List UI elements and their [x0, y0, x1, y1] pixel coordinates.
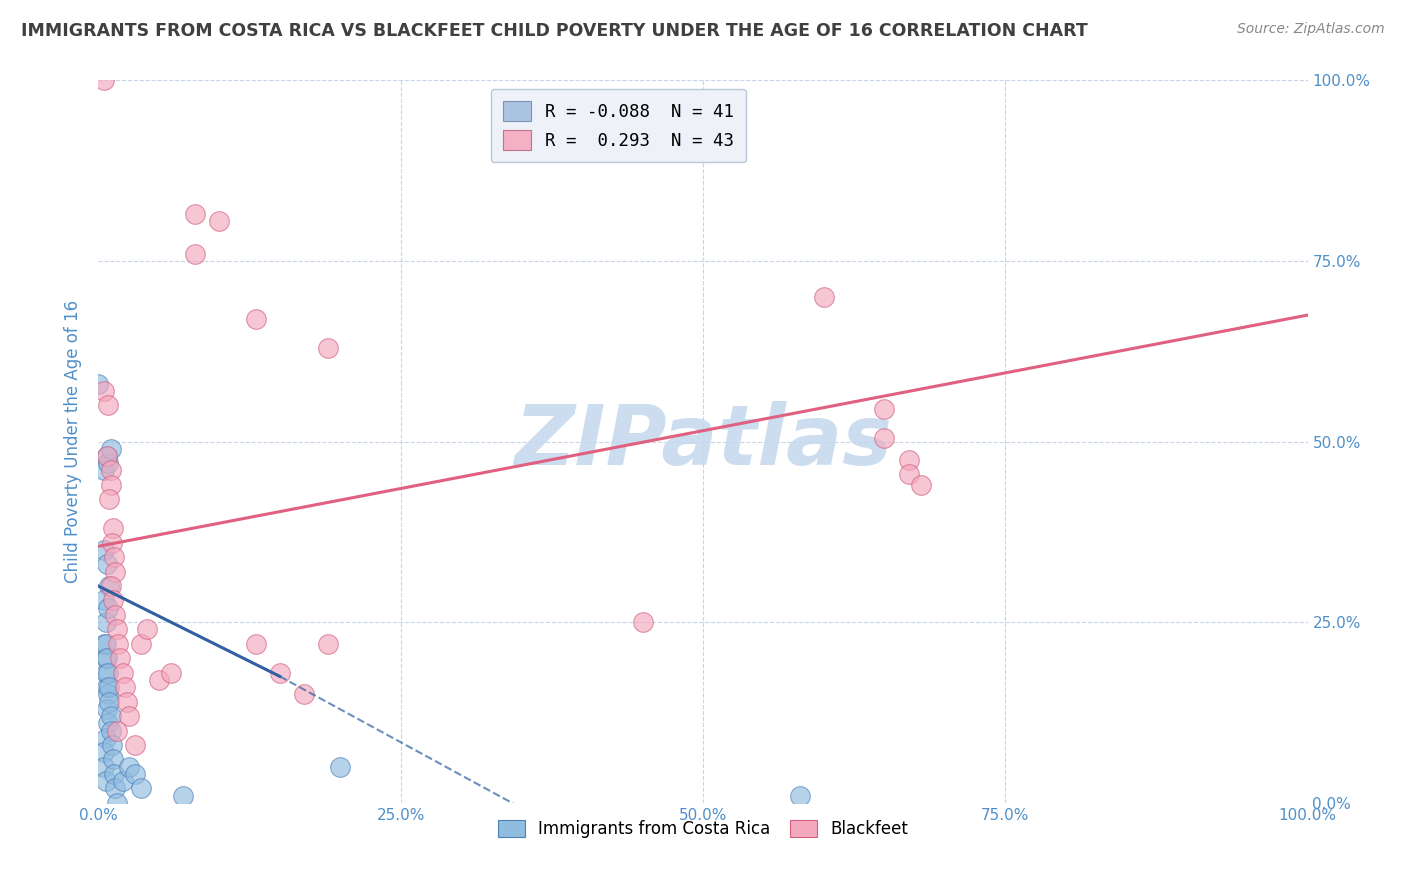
Point — [93, 73, 115, 87]
Point — [108, 651, 131, 665]
Point — [114, 680, 136, 694]
Point — [148, 673, 170, 687]
Point — [897, 452, 920, 467]
Point — [118, 760, 141, 774]
Point — [93, 745, 115, 759]
Point — [98, 492, 121, 507]
Point — [631, 615, 654, 630]
Point — [789, 789, 811, 803]
Point — [316, 341, 339, 355]
Point — [105, 623, 128, 637]
Point — [97, 665, 120, 680]
Point — [100, 579, 122, 593]
Point — [897, 467, 920, 481]
Point — [184, 207, 207, 221]
Point — [100, 535, 122, 549]
Point — [96, 680, 118, 694]
Point — [100, 709, 122, 723]
Point — [97, 716, 120, 731]
Point — [97, 687, 120, 701]
Point — [103, 550, 125, 565]
Point — [292, 687, 315, 701]
Point — [172, 789, 194, 803]
Point — [329, 760, 352, 774]
Point — [111, 665, 134, 680]
Point — [98, 680, 121, 694]
Point — [93, 463, 115, 477]
Point — [101, 593, 124, 607]
Point — [269, 665, 291, 680]
Point — [107, 637, 129, 651]
Point — [93, 542, 115, 557]
Y-axis label: Child Poverty Under the Age of 16: Child Poverty Under the Age of 16 — [65, 300, 83, 583]
Point — [94, 774, 117, 789]
Point — [129, 637, 152, 651]
Point — [93, 384, 115, 398]
Point — [910, 478, 932, 492]
Point — [97, 398, 120, 412]
Point — [94, 615, 117, 630]
Point — [208, 214, 231, 228]
Point — [100, 463, 122, 477]
Point — [97, 600, 120, 615]
Legend: Immigrants from Costa Rica, Blackfeet: Immigrants from Costa Rica, Blackfeet — [491, 814, 915, 845]
Point — [96, 449, 118, 463]
Point — [124, 767, 146, 781]
Point — [100, 478, 122, 492]
Point — [101, 752, 124, 766]
Point — [100, 723, 122, 738]
Point — [104, 565, 127, 579]
Point — [105, 796, 128, 810]
Point — [93, 637, 115, 651]
Point — [96, 651, 118, 665]
Point — [87, 376, 110, 391]
Point — [813, 290, 835, 304]
Point — [100, 738, 122, 752]
Point — [118, 709, 141, 723]
Point — [105, 723, 128, 738]
Point — [117, 695, 139, 709]
Point — [873, 402, 896, 417]
Point — [316, 637, 339, 651]
Point — [873, 431, 896, 445]
Point — [98, 579, 121, 593]
Point — [93, 760, 115, 774]
Point — [135, 623, 157, 637]
Point — [245, 311, 267, 326]
Point — [245, 637, 267, 651]
Text: IMMIGRANTS FROM COSTA RICA VS BLACKFEET CHILD POVERTY UNDER THE AGE OF 16 CORREL: IMMIGRANTS FROM COSTA RICA VS BLACKFEET … — [21, 22, 1088, 40]
Text: ZIPatlas: ZIPatlas — [515, 401, 891, 482]
Point — [93, 593, 115, 607]
Point — [160, 665, 183, 680]
Point — [103, 767, 125, 781]
Point — [94, 651, 117, 665]
Point — [104, 607, 127, 622]
Point — [129, 781, 152, 796]
Point — [94, 665, 117, 680]
Point — [124, 738, 146, 752]
Text: Source: ZipAtlas.com: Source: ZipAtlas.com — [1237, 22, 1385, 37]
Point — [97, 456, 120, 470]
Point — [96, 558, 118, 572]
Point — [100, 442, 122, 456]
Point — [96, 449, 118, 463]
Point — [94, 637, 117, 651]
Point — [94, 731, 117, 745]
Point — [104, 781, 127, 796]
Point — [101, 521, 124, 535]
Point — [98, 695, 121, 709]
Point — [184, 246, 207, 260]
Point — [96, 702, 118, 716]
Point — [111, 774, 134, 789]
